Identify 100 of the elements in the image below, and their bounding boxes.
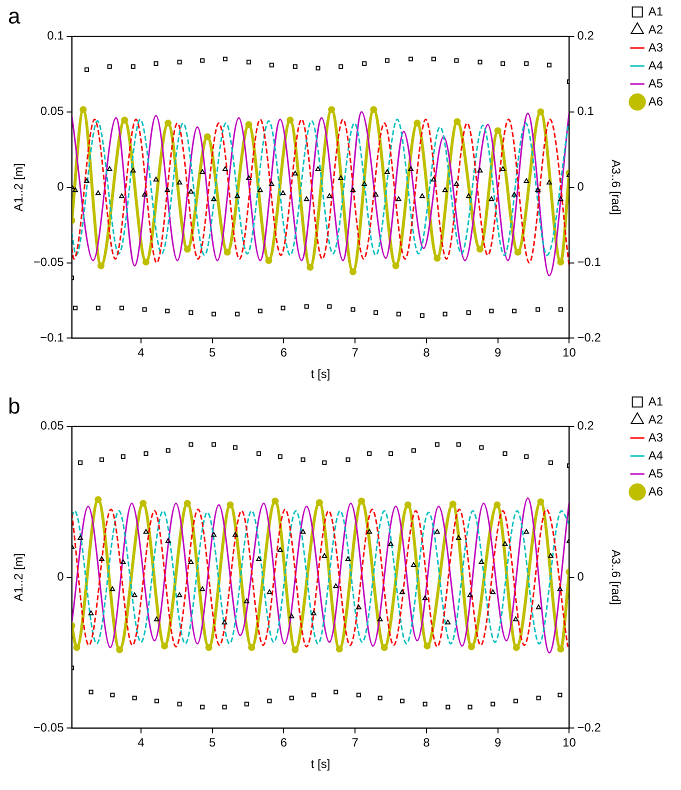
- point: [144, 451, 148, 456]
- point: [411, 448, 416, 453]
- point: [367, 451, 372, 456]
- point: [188, 559, 194, 564]
- x-tick-label: 8: [423, 736, 430, 750]
- point: [268, 181, 274, 186]
- point: [110, 586, 116, 592]
- point: [80, 106, 87, 114]
- point: [373, 192, 378, 197]
- point: [244, 702, 249, 706]
- point: [222, 620, 228, 624]
- legend-label: A2: [648, 22, 664, 36]
- point: [154, 616, 160, 622]
- point: [557, 645, 564, 652]
- point: [267, 698, 272, 704]
- legend-label: A1: [648, 394, 664, 408]
- point: [211, 196, 216, 202]
- point: [350, 187, 356, 192]
- point: [212, 442, 216, 447]
- point: [420, 313, 424, 318]
- point: [334, 690, 338, 694]
- point: [130, 64, 136, 69]
- point: [153, 176, 159, 182]
- point: [558, 196, 564, 202]
- point: [384, 58, 390, 63]
- point: [456, 535, 462, 540]
- point: [468, 704, 472, 710]
- y2-tick-label: −0.2: [577, 330, 602, 345]
- point: [514, 248, 522, 256]
- y2-tick-label: 0.2: [577, 418, 594, 433]
- point: [244, 598, 250, 604]
- point: [265, 256, 272, 264]
- point: [524, 529, 530, 534]
- point: [204, 133, 211, 140]
- point: [120, 559, 126, 564]
- point: [226, 501, 234, 508]
- point: [316, 499, 323, 506]
- point: [338, 175, 344, 180]
- legend-label: A6: [648, 94, 664, 108]
- point: [132, 592, 138, 598]
- point: [477, 168, 483, 172]
- legend-label: A5: [648, 76, 664, 90]
- point: [232, 532, 238, 537]
- point: [512, 192, 517, 197]
- point: [110, 692, 115, 698]
- point: [422, 595, 428, 600]
- point: [73, 306, 78, 310]
- x-tick-label: 6: [280, 736, 288, 750]
- x-tick-label: 7: [352, 736, 359, 750]
- point: [358, 498, 366, 505]
- point: [278, 547, 283, 552]
- point: [165, 308, 170, 314]
- point: [338, 64, 344, 69]
- point: [434, 254, 441, 262]
- point: [488, 196, 494, 202]
- point: [188, 442, 194, 447]
- point: [200, 58, 205, 63]
- point: [350, 307, 356, 312]
- point: [410, 562, 416, 567]
- point: [154, 698, 159, 704]
- point: [446, 704, 450, 710]
- point: [106, 166, 112, 171]
- point: [119, 306, 124, 310]
- point: [200, 169, 206, 174]
- point: [164, 120, 172, 127]
- point: [94, 496, 102, 504]
- point: [356, 604, 362, 610]
- point: [456, 442, 461, 447]
- point: [98, 262, 105, 270]
- point: [304, 304, 309, 309]
- point: [500, 61, 506, 66]
- point: [99, 556, 104, 561]
- point: [224, 248, 231, 256]
- point: [212, 312, 216, 316]
- point: [78, 460, 83, 465]
- point: [304, 196, 310, 202]
- x-tick-label: 4: [138, 346, 145, 360]
- point: [142, 258, 150, 266]
- point: [345, 556, 351, 561]
- point: [370, 106, 378, 114]
- point: [380, 644, 388, 651]
- point: [116, 646, 124, 654]
- point: [388, 541, 394, 546]
- point: [333, 583, 339, 588]
- point: [362, 61, 367, 66]
- point: [286, 116, 294, 124]
- point: [315, 166, 321, 171]
- point: [377, 616, 383, 622]
- point: [388, 451, 394, 456]
- y-axis-title: A1..2 [m]: [12, 163, 26, 212]
- point: [548, 460, 553, 465]
- x-tick-label: 4: [138, 736, 145, 750]
- x-tick-label: 10: [562, 736, 576, 750]
- y2-tick-label: 0.2: [577, 28, 594, 43]
- point: [336, 645, 343, 652]
- y2-tick-label: 0.1: [577, 104, 594, 118]
- chart-title: a: [8, 3, 21, 28]
- point: [258, 187, 263, 192]
- point: [222, 704, 227, 710]
- point: [119, 193, 124, 198]
